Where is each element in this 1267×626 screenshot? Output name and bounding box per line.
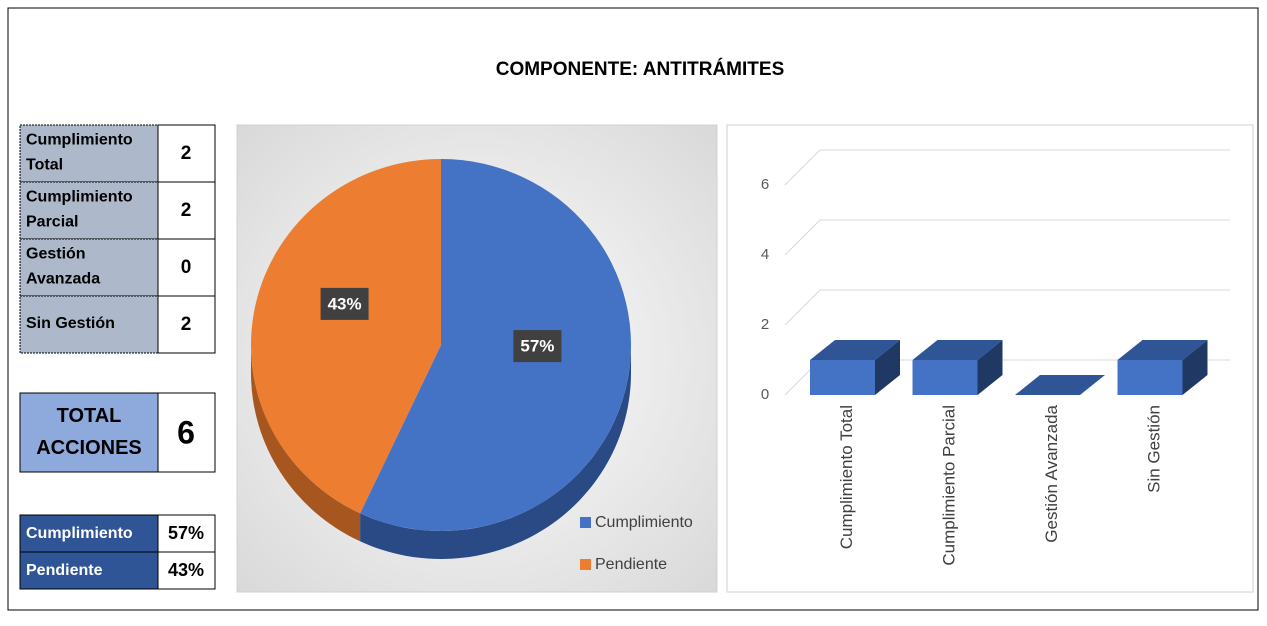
- value-text: 2: [181, 143, 192, 164]
- label-cell: [19, 514, 159, 553]
- label-cell: [19, 392, 159, 473]
- grid-line: [784, 219, 821, 256]
- value-text: 57%: [168, 523, 204, 543]
- bar-top: [1117, 340, 1208, 360]
- x-tick-label: Cumplimiento Total: [837, 405, 856, 549]
- value-text: 2: [181, 200, 192, 221]
- cell-text: TOTAL ACCIONES: [36, 405, 142, 459]
- pie-side: [251, 345, 361, 542]
- bar: [1117, 360, 1183, 395]
- bar-top: [912, 340, 1003, 360]
- label-text: Cumplimiento: [26, 525, 133, 542]
- value-cell: [157, 295, 216, 354]
- x-tick-label: Gestión Avanzada: [1042, 404, 1061, 542]
- y-tick-label: 6: [761, 176, 769, 193]
- pie-slice: [360, 159, 631, 531]
- bar-side: [1182, 340, 1208, 395]
- grid-line: [784, 149, 821, 186]
- cell-text: Cumplimiento Parcial: [26, 189, 133, 231]
- value-cell: [157, 238, 216, 297]
- bar-side: [875, 340, 900, 395]
- pie-slice: [250, 159, 441, 514]
- value-text: 6: [177, 414, 195, 450]
- value-cell: [157, 551, 216, 590]
- grid-line: [784, 289, 821, 326]
- value-text: 43%: [168, 560, 204, 580]
- x-tick-label: Cumplimiento Parcial: [939, 405, 958, 566]
- cell-text: Cumplimiento Total: [26, 132, 133, 174]
- legend-label: Pendiente: [595, 556, 667, 573]
- legend-swatch: [580, 559, 591, 570]
- bar-top: [810, 340, 900, 360]
- bar-top: [1015, 375, 1105, 395]
- label-bg: [513, 330, 562, 363]
- bar-side: [977, 340, 1003, 395]
- label-cell: [19, 295, 159, 354]
- label-cell: [19, 181, 159, 240]
- label-cell: [19, 124, 159, 183]
- bar: [810, 360, 875, 395]
- data-label: 43%: [328, 294, 362, 313]
- title: COMPONENTE: ANTITRÁMITES: [496, 58, 785, 80]
- value-text: 0: [181, 257, 192, 278]
- label-bg: [320, 287, 369, 320]
- pie-side: [360, 345, 632, 559]
- legend-swatch: [580, 517, 591, 528]
- cell-text: Sin Gestión: [26, 315, 115, 332]
- y-tick-label: 0: [761, 386, 769, 403]
- bar: [912, 360, 978, 395]
- y-tick-label: 2: [761, 316, 769, 333]
- label-cell: [19, 238, 159, 297]
- label-cell: [19, 551, 159, 590]
- value-cell: [157, 392, 216, 473]
- x-tick-label: Sin Gestión: [1144, 405, 1163, 493]
- y-tick-label: 4: [761, 246, 769, 263]
- data-label: 57%: [520, 337, 554, 356]
- cell-text: Gestión Avanzada: [26, 246, 100, 288]
- label-text: Pendiente: [26, 562, 103, 579]
- value-cell: [157, 514, 216, 553]
- legend-label: Cumplimiento: [595, 514, 693, 531]
- value-text: 2: [181, 314, 192, 335]
